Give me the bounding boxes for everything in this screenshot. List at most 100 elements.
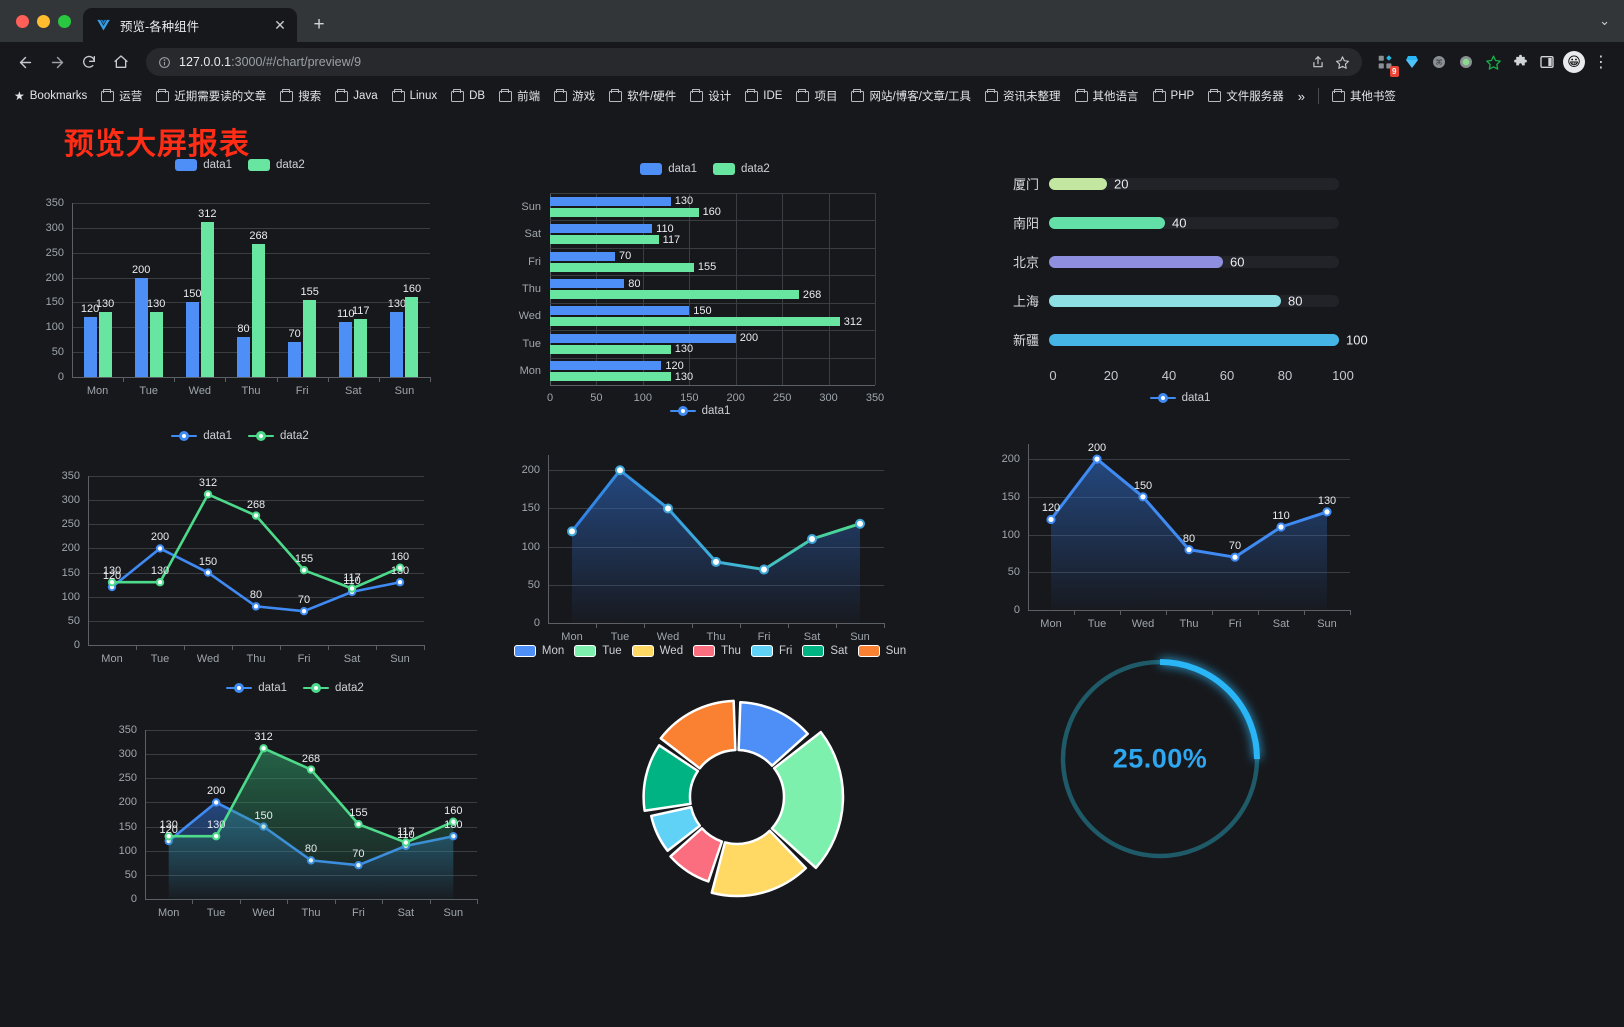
legend-item-data1[interactable]: data1 (1149, 392, 1210, 404)
site-info-icon[interactable] (158, 56, 171, 69)
bar[interactable] (550, 251, 615, 261)
data-point[interactable] (107, 582, 117, 592)
bookmark-folder[interactable]: IDE (739, 87, 788, 105)
data-point[interactable] (711, 556, 721, 567)
bookmark-folder[interactable]: 软件/硬件 (603, 85, 682, 107)
bookmark-folder[interactable]: 运营 (95, 85, 148, 107)
bar[interactable] (550, 317, 840, 327)
bar[interactable] (550, 290, 799, 299)
close-tab-button[interactable]: ✕ (274, 17, 286, 33)
progress-track[interactable]: 80 (1049, 293, 1339, 308)
bar[interactable] (550, 207, 699, 217)
bar[interactable] (550, 333, 736, 343)
legend-item-thu[interactable]: Thu (693, 645, 741, 657)
bookmark-folder[interactable]: 前端 (493, 85, 546, 107)
bookmark-folder[interactable]: 其他语言 (1069, 85, 1145, 107)
data-point[interactable] (855, 518, 865, 529)
new-tab-button[interactable]: + (313, 14, 325, 35)
data-point[interactable] (164, 836, 173, 846)
data-point[interactable] (1046, 514, 1056, 525)
data-point[interactable] (807, 534, 817, 544)
bookmark-star-icon[interactable] (1335, 55, 1350, 70)
progress-track[interactable]: 60 (1049, 254, 1339, 269)
browser-menu-icon[interactable]: ⋮ (1593, 54, 1609, 71)
legend-item-fri[interactable]: Fri (750, 645, 792, 657)
bar[interactable] (550, 306, 690, 316)
legend-item-data2[interactable]: data2 (248, 159, 305, 171)
data-point[interactable] (1184, 545, 1194, 555)
pie-slice[interactable] (770, 730, 845, 870)
pie-slice[interactable] (659, 699, 737, 770)
data-point[interactable] (395, 578, 405, 587)
legend-item-data2[interactable]: data2 (248, 430, 309, 442)
data-point[interactable] (203, 490, 213, 499)
diamond-icon[interactable] (1399, 49, 1425, 75)
progress-track[interactable]: 40 (1049, 215, 1339, 230)
legend-item-wed[interactable]: Wed (631, 645, 683, 657)
back-button[interactable] (10, 47, 40, 77)
data-point[interactable] (354, 861, 363, 870)
legend-item-data1[interactable]: data1 (171, 430, 232, 442)
bar[interactable] (550, 372, 671, 382)
bar[interactable] (288, 342, 302, 377)
bar[interactable] (339, 322, 353, 377)
bookmark-folder[interactable]: PHP (1147, 87, 1201, 105)
data-point[interactable] (759, 564, 769, 575)
bar[interactable] (98, 312, 112, 377)
bookmark-folder[interactable]: 项目 (790, 85, 843, 107)
data-point[interactable] (1276, 522, 1286, 532)
data-point[interactable] (211, 832, 221, 841)
bar[interactable] (550, 279, 625, 288)
bar[interactable] (237, 337, 250, 377)
data-point[interactable] (306, 765, 316, 774)
bar[interactable] (550, 224, 653, 234)
bar[interactable] (200, 221, 214, 377)
legend-item-data2[interactable]: data2 (713, 163, 770, 175)
progress-track[interactable]: 20 (1049, 176, 1339, 191)
data-point[interactable] (1322, 507, 1332, 517)
bar[interactable] (550, 344, 671, 354)
share-icon[interactable] (1311, 55, 1325, 69)
legend-item-data1[interactable]: data1 (669, 405, 730, 417)
data-point[interactable] (251, 602, 261, 611)
chevron-down-icon[interactable]: ⌄ (1599, 13, 1610, 28)
bar[interactable] (303, 299, 317, 377)
data-point[interactable] (1230, 552, 1240, 562)
address-bar[interactable]: 127.0.0.1:3000/#/chart/preview/9 (146, 48, 1362, 76)
legend-item-sun[interactable]: Sun (857, 645, 906, 657)
bookmark-folder[interactable]: 搜索 (274, 85, 327, 107)
data-point[interactable] (259, 744, 268, 753)
bookmark-folder[interactable]: 游戏 (548, 85, 601, 107)
legend-item-sat[interactable]: Sat (802, 645, 848, 657)
bar[interactable] (405, 297, 419, 377)
maximize-window-button[interactable] (58, 14, 71, 28)
data-point[interactable] (299, 607, 309, 616)
puzzle-icon[interactable] (1507, 49, 1533, 75)
circle-green-icon[interactable] (1453, 49, 1479, 75)
pie-slice[interactable] (710, 829, 808, 898)
pie-slice[interactable] (737, 701, 809, 767)
bar[interactable] (550, 235, 659, 245)
avatar[interactable]: 😀 (1561, 49, 1587, 75)
reload-button[interactable] (74, 47, 104, 77)
close-window-button[interactable] (16, 14, 29, 28)
bar[interactable] (252, 243, 265, 377)
plot-area[interactable]: 25.00% (1040, 638, 1280, 888)
bar[interactable] (550, 196, 671, 206)
star-outline-green-icon[interactable] (1480, 49, 1506, 75)
data-point[interactable] (306, 856, 316, 865)
bookmark-folder[interactable]: 设计 (684, 85, 737, 107)
home-button[interactable] (106, 47, 136, 77)
bar[interactable] (149, 312, 163, 377)
bar[interactable] (354, 318, 368, 377)
bookmark-folder[interactable]: 文件服务器 (1202, 85, 1290, 107)
legend-item-data2[interactable]: data2 (303, 682, 364, 694)
data-point[interactable] (347, 587, 357, 597)
legend-item-data1[interactable]: data1 (640, 163, 697, 175)
legend-item-data1[interactable]: data1 (175, 159, 232, 171)
extensions-grid-icon[interactable]: 9 (1372, 49, 1399, 77)
bookmark-folder[interactable]: Java (329, 87, 383, 105)
pie-slice[interactable] (669, 827, 724, 883)
side-panel-icon[interactable] (1534, 49, 1560, 75)
pie-slice[interactable] (642, 744, 700, 812)
